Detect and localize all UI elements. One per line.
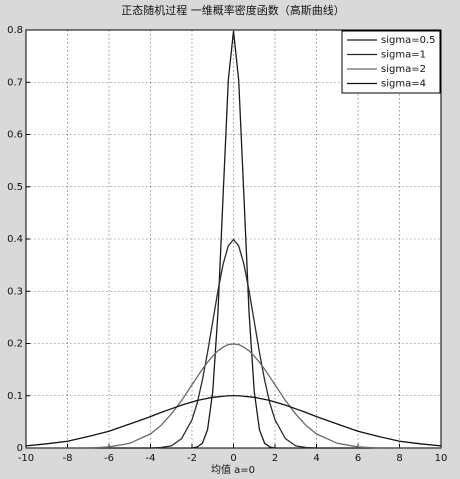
x-tick-label: 8	[396, 453, 402, 464]
legend-label: sigma=0.5	[381, 35, 436, 46]
x-tick-label: 4	[313, 453, 319, 464]
line	[25, 395, 442, 447]
x-tick-label: -2	[187, 453, 197, 464]
x-tick-label: 2	[272, 453, 278, 464]
x-axis-label: 均值 a=0	[211, 463, 255, 476]
x-tick-label: 6	[355, 453, 361, 464]
legend-label: sigma=1	[381, 50, 426, 61]
x-tick-label: 10	[435, 453, 448, 464]
y-tick-label: 0.6	[7, 130, 23, 141]
y-tick-label: 0.7	[7, 77, 23, 88]
x-tick-label: -8	[63, 453, 73, 464]
legend-label: sigma=4	[381, 79, 426, 90]
x-tick-label: -4	[146, 453, 156, 464]
line	[26, 343, 441, 449]
y-tick-label: 0.5	[7, 182, 23, 193]
y-tick-label: 0.1	[7, 391, 23, 402]
y-tick-label: 0	[17, 443, 23, 454]
y-tick-label: 0.8	[7, 25, 23, 36]
legend-label: sigma=2	[381, 64, 426, 75]
x-tick-label: 0	[230, 453, 236, 464]
y-tick-label: 0.2	[7, 339, 23, 350]
plot-frame	[25, 29, 442, 449]
chart-title: 正态随机过程 一维概率密度函数（高斯曲线）	[121, 3, 345, 17]
line	[26, 238, 441, 449]
x-tick-label: -10	[18, 453, 34, 464]
x-tick-label: -6	[104, 453, 114, 464]
legend-box	[341, 30, 441, 94]
y-tick-label: 0.3	[7, 286, 23, 297]
y-tick-label: 0.4	[7, 234, 23, 245]
